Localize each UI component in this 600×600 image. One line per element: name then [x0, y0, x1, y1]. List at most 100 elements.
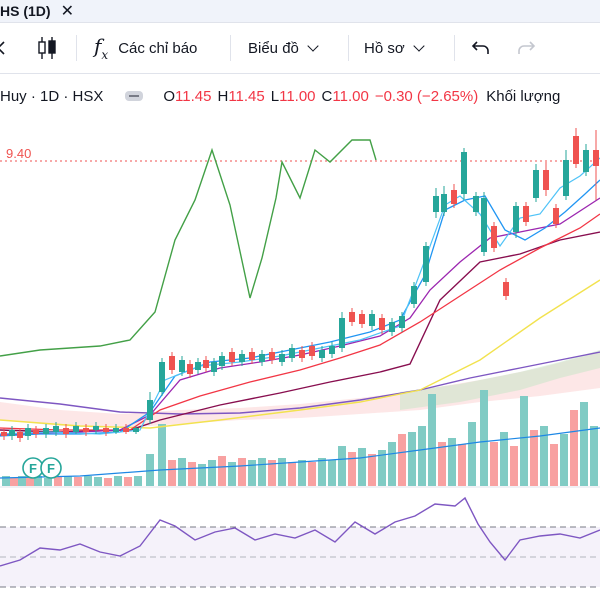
candle-body	[433, 196, 439, 212]
volume-bar	[248, 460, 256, 486]
volume-bar	[500, 432, 508, 486]
candle-body	[103, 428, 109, 432]
symbol-title[interactable]: Huy · 1D · HSX	[0, 87, 104, 105]
rsi-line	[0, 496, 600, 567]
price-line-label: 9.40	[6, 146, 31, 161]
collapse-icon[interactable]	[125, 91, 144, 101]
candle-body	[583, 150, 589, 172]
ma-violet-line	[0, 197, 600, 436]
candle-body	[289, 348, 295, 358]
volume-bar	[278, 458, 286, 486]
close-label: C	[321, 87, 333, 105]
candlestick-series	[1, 128, 599, 442]
volume-bar	[114, 476, 122, 486]
volume-bar	[368, 454, 376, 486]
volume-bar	[418, 426, 426, 486]
volume-bar	[238, 458, 246, 486]
profile-menu-button[interactable]: Hồ sơ	[364, 23, 425, 73]
candle-body	[481, 198, 487, 252]
marker-label: F	[47, 461, 55, 476]
close-icon[interactable]: ✕	[60, 3, 74, 20]
low-label: L	[270, 87, 280, 105]
volume-bar	[398, 434, 406, 486]
toolbar-divider	[76, 35, 77, 61]
volume-bar	[268, 460, 276, 486]
candle-body	[299, 350, 305, 358]
green-indicator-line	[0, 139, 377, 357]
volume-bar	[84, 476, 92, 486]
candle-body	[17, 432, 23, 438]
volume-bar	[94, 477, 102, 486]
volume-bar	[178, 458, 186, 486]
fx-icon: fx	[94, 34, 109, 62]
volume-bar	[2, 476, 10, 486]
candle-body	[491, 226, 497, 248]
volume-bar	[54, 477, 62, 486]
chart-tab[interactable]: HS (1D) ✕	[0, 0, 82, 22]
volume-bar	[134, 476, 142, 486]
undo-icon[interactable]	[471, 23, 491, 73]
candle-body	[113, 428, 119, 432]
volume-bar	[228, 462, 236, 486]
volume-bar	[540, 426, 548, 486]
fundamentals-marker[interactable]: F	[22, 457, 44, 479]
volume-bar	[490, 442, 498, 486]
candle-body	[461, 152, 467, 194]
candle-body	[25, 428, 31, 436]
candle-body	[187, 364, 193, 374]
candle-body	[279, 354, 285, 362]
candle-body	[319, 350, 325, 358]
low-value: 11.00	[279, 87, 316, 105]
volume-bar	[124, 477, 132, 486]
volume-ma-line	[0, 427, 600, 479]
volume-bar	[44, 478, 52, 486]
candle-body	[159, 362, 165, 392]
tab-bar: HS (1D) ✕	[0, 0, 600, 23]
volume-bar	[358, 448, 366, 486]
candle-body	[473, 196, 479, 212]
candle-body	[533, 170, 539, 198]
candle-body	[203, 360, 209, 368]
volume-bar	[480, 390, 488, 486]
candle-body	[219, 356, 225, 366]
open-label: O	[163, 87, 176, 105]
candle-body	[379, 318, 385, 330]
candle-body	[451, 190, 457, 204]
redo-icon[interactable]	[516, 23, 536, 73]
volume-bar	[328, 460, 336, 486]
open-value: 11.45	[175, 87, 212, 105]
high-label: H	[217, 87, 229, 105]
volume-bar	[318, 458, 326, 486]
volume-bar	[158, 424, 166, 486]
candle-body	[513, 206, 519, 232]
volume-bar	[74, 477, 82, 486]
volume-bar	[168, 460, 176, 486]
volume-bar	[338, 446, 346, 486]
change-value: −0.30 (−2.65%)	[374, 87, 479, 105]
profile-menu-label: Hồ sơ	[364, 39, 405, 57]
candle-body	[63, 428, 69, 434]
chart-menu-button[interactable]: Biểu đồ	[248, 23, 319, 73]
candle-body	[349, 312, 355, 322]
candle-body	[399, 316, 405, 328]
volume-bar	[408, 432, 416, 486]
fundamentals-marker[interactable]: F	[40, 457, 62, 479]
candle-body	[563, 160, 569, 196]
ma-purple-line	[0, 351, 600, 415]
volume-bar	[438, 442, 446, 486]
volume-bar	[198, 464, 206, 486]
volume-bar	[520, 396, 528, 486]
volume-bar	[18, 476, 26, 486]
indicators-button[interactable]: fx Các chỉ báo	[94, 23, 197, 73]
volume-bar	[550, 444, 558, 486]
toolbar-overflow[interactable]	[0, 23, 14, 73]
candle-body	[259, 354, 265, 362]
volume-bar	[468, 422, 476, 486]
candle-body	[369, 314, 375, 326]
candle-body	[543, 170, 549, 190]
candle-body	[211, 362, 217, 372]
candle-body	[179, 360, 185, 372]
candlestick-icon[interactable]	[36, 23, 62, 73]
volume-bar	[64, 476, 72, 486]
